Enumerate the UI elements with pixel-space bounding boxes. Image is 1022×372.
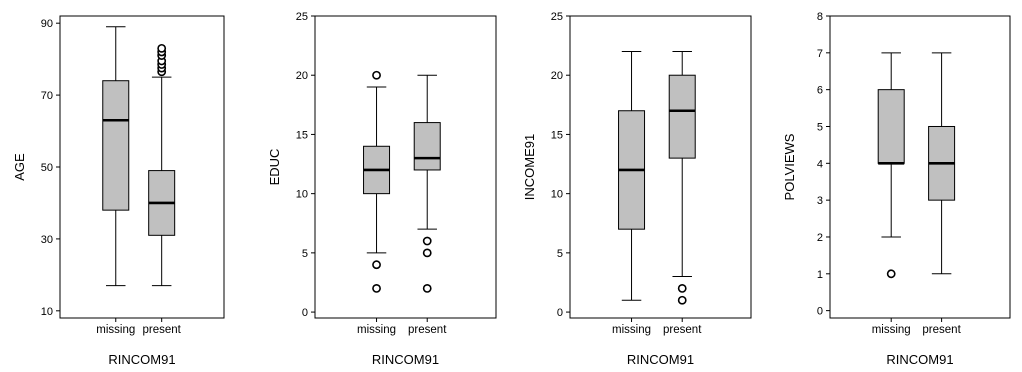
box-iqr bbox=[668, 74, 696, 159]
x-tick-label: present bbox=[922, 324, 961, 336]
y-tick-label: 70 bbox=[41, 90, 53, 102]
box-iqr bbox=[877, 89, 905, 164]
y-tick-label: 3 bbox=[817, 195, 823, 207]
x-tick-label: missing bbox=[357, 324, 396, 336]
chart-panel-educ: 0 5 10 15 20 25 EDUC RINCOM91 missing present bbox=[267, 11, 497, 367]
box-present: present bbox=[922, 52, 962, 336]
y-axis-label: INCOME91 bbox=[522, 134, 537, 200]
outlier-point bbox=[372, 70, 381, 80]
box-iqr bbox=[102, 80, 130, 211]
y-tick-label: 30 bbox=[41, 234, 53, 246]
box-present: present bbox=[663, 51, 702, 336]
outlier-point bbox=[886, 269, 896, 279]
box-present: present bbox=[408, 74, 447, 336]
y-tick-label: 5 bbox=[817, 121, 823, 133]
y-tick-label: 15 bbox=[551, 129, 563, 141]
chart-panel-polviews: 0 1 2 3 4 5 6 7 8 POLVIEWS RINCOM91 missing present bbox=[782, 11, 1011, 367]
box-missing: missing bbox=[612, 51, 651, 336]
y-tick-label: 15 bbox=[296, 129, 308, 141]
box-missing: missing bbox=[357, 70, 396, 336]
y-tick-label: 5 bbox=[302, 248, 308, 260]
outlier-point bbox=[372, 283, 381, 293]
y-tick-label: 90 bbox=[41, 18, 53, 30]
y-tick-label: 8 bbox=[817, 11, 823, 23]
box-missing: missing bbox=[96, 26, 135, 336]
x-tick-label: present bbox=[143, 324, 182, 336]
y-tick-label: 0 bbox=[557, 307, 563, 319]
y-tick-label: 6 bbox=[817, 85, 823, 97]
outlier-point bbox=[157, 43, 167, 53]
chart-panel-income91: 0 5 10 15 20 25 INCOME91 RINCOM91 missing present bbox=[522, 11, 752, 367]
y-tick-label: 0 bbox=[302, 307, 308, 319]
outlier-point bbox=[372, 260, 381, 270]
y-axis-label: AGE bbox=[12, 153, 27, 181]
y-tick-label: 10 bbox=[296, 189, 308, 201]
y-tick-label: 10 bbox=[41, 306, 53, 318]
y-axis-label: EDUC bbox=[267, 149, 282, 186]
box-iqr bbox=[413, 122, 441, 171]
outlier-point bbox=[422, 248, 432, 258]
outlier-point bbox=[422, 283, 432, 293]
y-tick-label: 0 bbox=[817, 306, 823, 318]
y-tick-label: 4 bbox=[817, 158, 823, 170]
box-present: present bbox=[143, 43, 182, 336]
x-tick-label: present bbox=[408, 324, 447, 336]
y-tick-label: 25 bbox=[296, 11, 308, 23]
y-tick-label: 25 bbox=[551, 11, 563, 23]
x-tick-label: missing bbox=[612, 324, 651, 336]
x-tick-label: missing bbox=[96, 324, 135, 336]
chart-panel-age: 10 30 50 70 90 AGE RINCOM91 missing present bbox=[12, 15, 225, 367]
y-tick-label: 7 bbox=[817, 48, 823, 60]
x-axis-label: RINCOM91 bbox=[886, 352, 953, 367]
y-tick-label: 2 bbox=[817, 232, 823, 244]
y-tick-label: 50 bbox=[41, 162, 53, 174]
y-axis-label: POLVIEWS bbox=[782, 133, 797, 200]
plot-frame bbox=[829, 15, 1011, 319]
outlier-point bbox=[677, 283, 687, 293]
plot-frame bbox=[59, 15, 225, 319]
plot-frame bbox=[314, 15, 497, 319]
x-axis-label: RINCOM91 bbox=[108, 352, 175, 367]
y-tick-label: 10 bbox=[551, 189, 563, 201]
x-axis-label: RINCOM91 bbox=[372, 352, 439, 367]
y-tick-label: 20 bbox=[551, 70, 563, 82]
x-tick-label: present bbox=[663, 324, 702, 336]
plot-frame bbox=[569, 15, 752, 319]
y-tick-label: 5 bbox=[557, 248, 563, 260]
box-missing: missing bbox=[872, 52, 911, 336]
y-tick-label: 1 bbox=[817, 269, 823, 281]
y-tick-label: 20 bbox=[296, 70, 308, 82]
x-tick-label: missing bbox=[872, 324, 911, 336]
outlier-point bbox=[422, 236, 432, 246]
x-axis-label: RINCOM91 bbox=[627, 352, 694, 367]
outlier-point bbox=[677, 295, 687, 305]
